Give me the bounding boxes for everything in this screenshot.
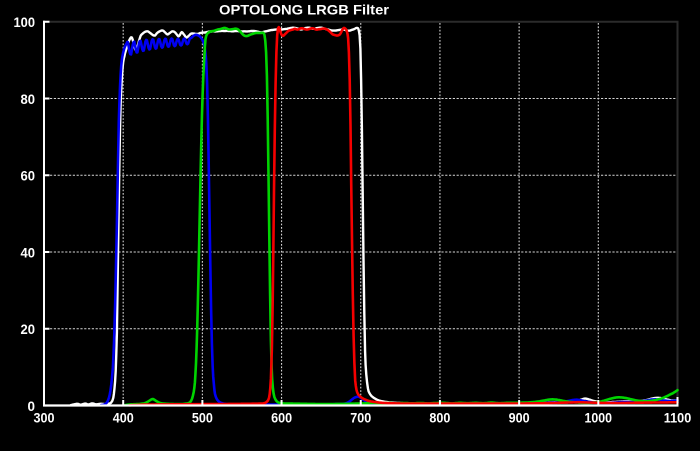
svg-text:1000: 1000 bbox=[585, 410, 613, 426]
svg-text:700: 700 bbox=[350, 410, 371, 426]
svg-text:60: 60 bbox=[21, 168, 36, 184]
svg-text:100: 100 bbox=[14, 14, 36, 30]
svg-text:600: 600 bbox=[271, 410, 292, 426]
svg-text:40: 40 bbox=[21, 244, 36, 260]
svg-text:900: 900 bbox=[509, 410, 530, 426]
svg-text:300: 300 bbox=[34, 410, 55, 426]
svg-text:500: 500 bbox=[192, 410, 213, 426]
svg-text:20: 20 bbox=[21, 321, 36, 337]
svg-text:400: 400 bbox=[113, 410, 134, 426]
svg-text:80: 80 bbox=[21, 91, 36, 107]
svg-text:0: 0 bbox=[28, 398, 36, 414]
svg-text:1100: 1100 bbox=[664, 410, 692, 426]
svg-text:800: 800 bbox=[429, 410, 450, 426]
svg-text:OPTOLONG LRGB Filter: OPTOLONG LRGB Filter bbox=[219, 2, 390, 18]
